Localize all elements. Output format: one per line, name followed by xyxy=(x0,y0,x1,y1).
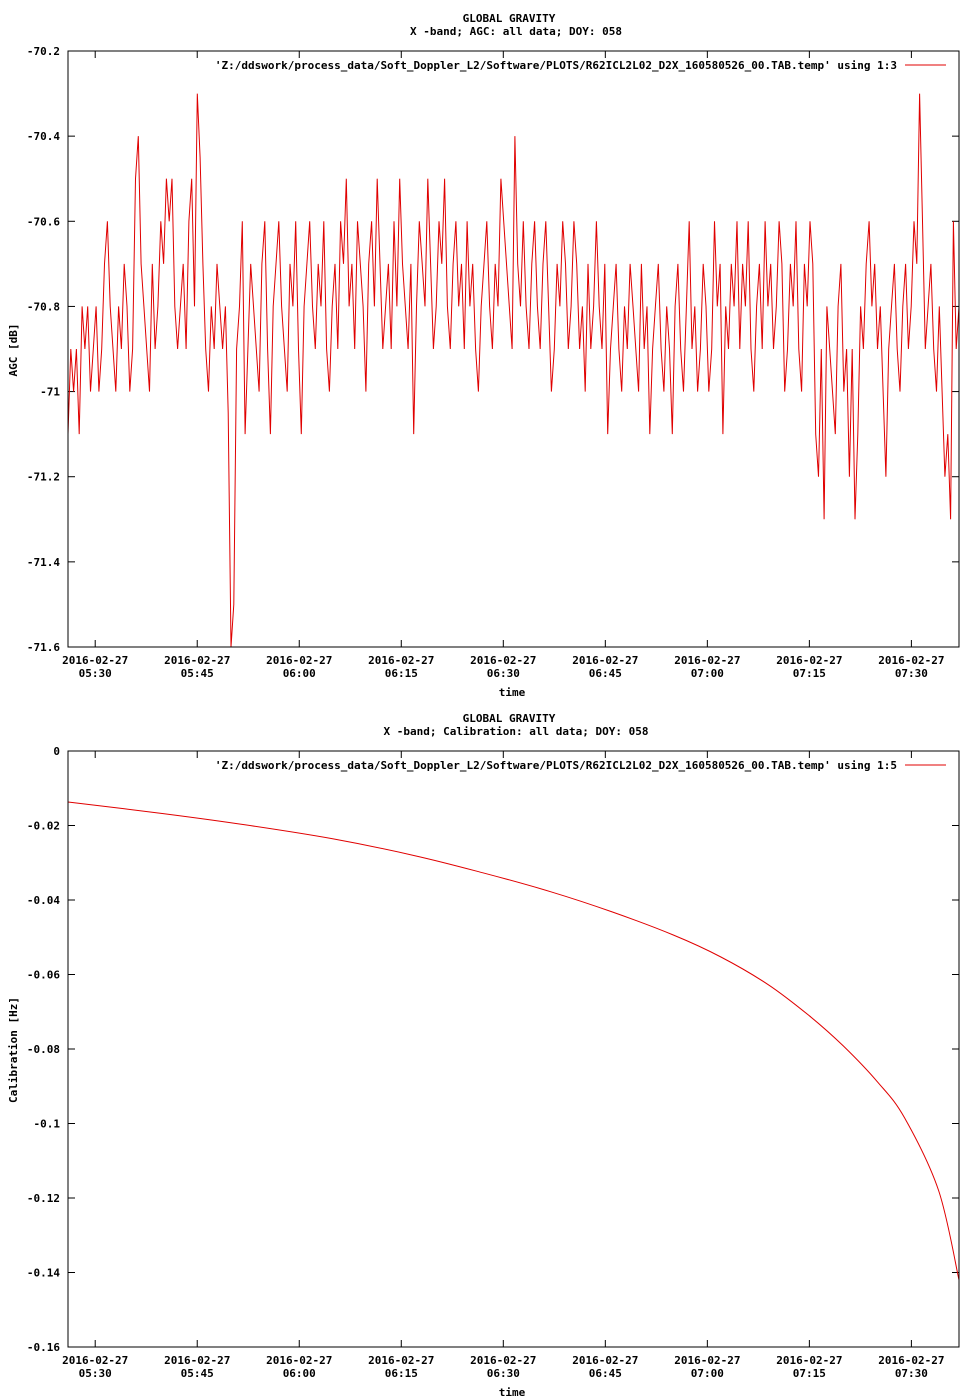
x-tick-date: 2016-02-27 xyxy=(878,654,944,667)
plot-area xyxy=(67,801,960,1281)
x-tick-date: 2016-02-27 xyxy=(674,654,740,667)
plot-frame xyxy=(67,50,960,648)
y-tick-label: -0.04 xyxy=(27,894,60,907)
y-tick-label: -0.12 xyxy=(27,1192,60,1205)
x-tick-time: 06:00 xyxy=(283,667,316,680)
x-tick-time: 05:45 xyxy=(181,1367,214,1380)
x-ticks: 2016-02-2705:302016-02-2705:452016-02-27… xyxy=(62,51,945,680)
y-tick-label: -70.4 xyxy=(27,130,60,143)
legend-label: 'Z:/ddswork/process_data/Soft_Doppler_L2… xyxy=(215,59,897,72)
chart-title: GLOBAL GRAVITY xyxy=(463,712,556,725)
x-tick-time: 06:45 xyxy=(589,1367,622,1380)
x-axis-label: time xyxy=(499,686,526,699)
legend: 'Z:/ddswork/process_data/Soft_Doppler_L2… xyxy=(215,759,946,772)
x-tick-time: 07:00 xyxy=(691,1367,724,1380)
y-tick-label: -0.08 xyxy=(27,1043,60,1056)
y-ticks: 0 -0.02 -0.04 -0.06 -0.08 -0.1 -0.12 -0.14 -0.16 xyxy=(27,745,959,1354)
x-tick-time: 06:30 xyxy=(487,1367,520,1380)
x-tick-date: 2016-02-27 xyxy=(164,654,230,667)
x-tick-date: 2016-02-27 xyxy=(266,654,332,667)
plot-area xyxy=(67,93,960,648)
y-tick-label: 0 xyxy=(53,745,60,758)
x-tick-date: 2016-02-27 xyxy=(470,1354,536,1367)
legend: 'Z:/ddswork/process_data/Soft_Doppler_L2… xyxy=(215,59,946,72)
y-tick-label: -0.02 xyxy=(27,820,60,833)
series-line xyxy=(67,801,960,1281)
chart-subtitle: X -band; Calibration: all data; DOY: 058 xyxy=(384,725,649,738)
x-tick-date: 2016-02-27 xyxy=(776,654,842,667)
x-tick-time: 07:30 xyxy=(895,667,928,680)
y-tick-label: -71.4 xyxy=(27,556,60,569)
y-tick-label: -70.8 xyxy=(27,300,60,313)
x-tick-time: 05:30 xyxy=(79,1367,112,1380)
agc-chart: GLOBAL GRAVITY X -band; AGC: all data; D… xyxy=(7,12,960,699)
x-tick-time: 07:15 xyxy=(793,1367,826,1380)
x-tick-time: 06:30 xyxy=(487,667,520,680)
chart-title: GLOBAL GRAVITY xyxy=(463,12,556,25)
x-tick-time: 06:00 xyxy=(283,1367,316,1380)
y-tick-label: -0.16 xyxy=(27,1341,60,1354)
x-tick-time: 05:30 xyxy=(79,667,112,680)
calibration-chart: GLOBAL GRAVITY X -band; Calibration: all… xyxy=(7,712,960,1399)
x-tick-time: 07:00 xyxy=(691,667,724,680)
x-tick-time: 06:15 xyxy=(385,1367,418,1380)
y-tick-label: -70.2 xyxy=(27,45,60,58)
legend-label: 'Z:/ddswork/process_data/Soft_Doppler_L2… xyxy=(215,759,897,772)
x-tick-date: 2016-02-27 xyxy=(62,1354,128,1367)
x-tick-date: 2016-02-27 xyxy=(776,1354,842,1367)
y-axis-label: Calibration [Hz] xyxy=(7,997,20,1103)
y-tick-label: -0.06 xyxy=(27,969,60,982)
x-tick-date: 2016-02-27 xyxy=(368,1354,434,1367)
x-tick-date: 2016-02-27 xyxy=(164,1354,230,1367)
x-tick-date: 2016-02-27 xyxy=(470,654,536,667)
y-tick-label: -71.2 xyxy=(27,471,60,484)
x-tick-time: 05:45 xyxy=(181,667,214,680)
y-tick-label: -71.6 xyxy=(27,641,60,654)
y-tick-label: -0.14 xyxy=(27,1267,60,1280)
y-axis-label: AGC [dB] xyxy=(7,324,20,377)
y-ticks: -70.2 -70.4 -70.6 -70.8 -71 -71.2 -71.4 -71.6 xyxy=(27,45,959,654)
x-tick-date: 2016-02-27 xyxy=(878,1354,944,1367)
x-ticks: 2016-02-2705:302016-02-2705:452016-02-27… xyxy=(62,751,945,1380)
series-line xyxy=(67,93,960,648)
x-tick-date: 2016-02-27 xyxy=(368,654,434,667)
x-tick-time: 06:45 xyxy=(589,667,622,680)
x-tick-date: 2016-02-27 xyxy=(62,654,128,667)
x-axis-label: time xyxy=(499,1386,526,1399)
x-tick-time: 07:30 xyxy=(895,1367,928,1380)
x-tick-date: 2016-02-27 xyxy=(266,1354,332,1367)
y-tick-label: -71 xyxy=(40,386,60,399)
x-tick-date: 2016-02-27 xyxy=(674,1354,740,1367)
x-tick-date: 2016-02-27 xyxy=(572,1354,638,1367)
x-tick-date: 2016-02-27 xyxy=(572,654,638,667)
y-tick-label: -70.6 xyxy=(27,215,60,228)
y-tick-label: -0.1 xyxy=(34,1118,61,1131)
x-tick-time: 07:15 xyxy=(793,667,826,680)
chart-subtitle: X -band; AGC: all data; DOY: 058 xyxy=(410,25,622,38)
plot-frame xyxy=(67,750,960,1348)
x-tick-time: 06:15 xyxy=(385,667,418,680)
